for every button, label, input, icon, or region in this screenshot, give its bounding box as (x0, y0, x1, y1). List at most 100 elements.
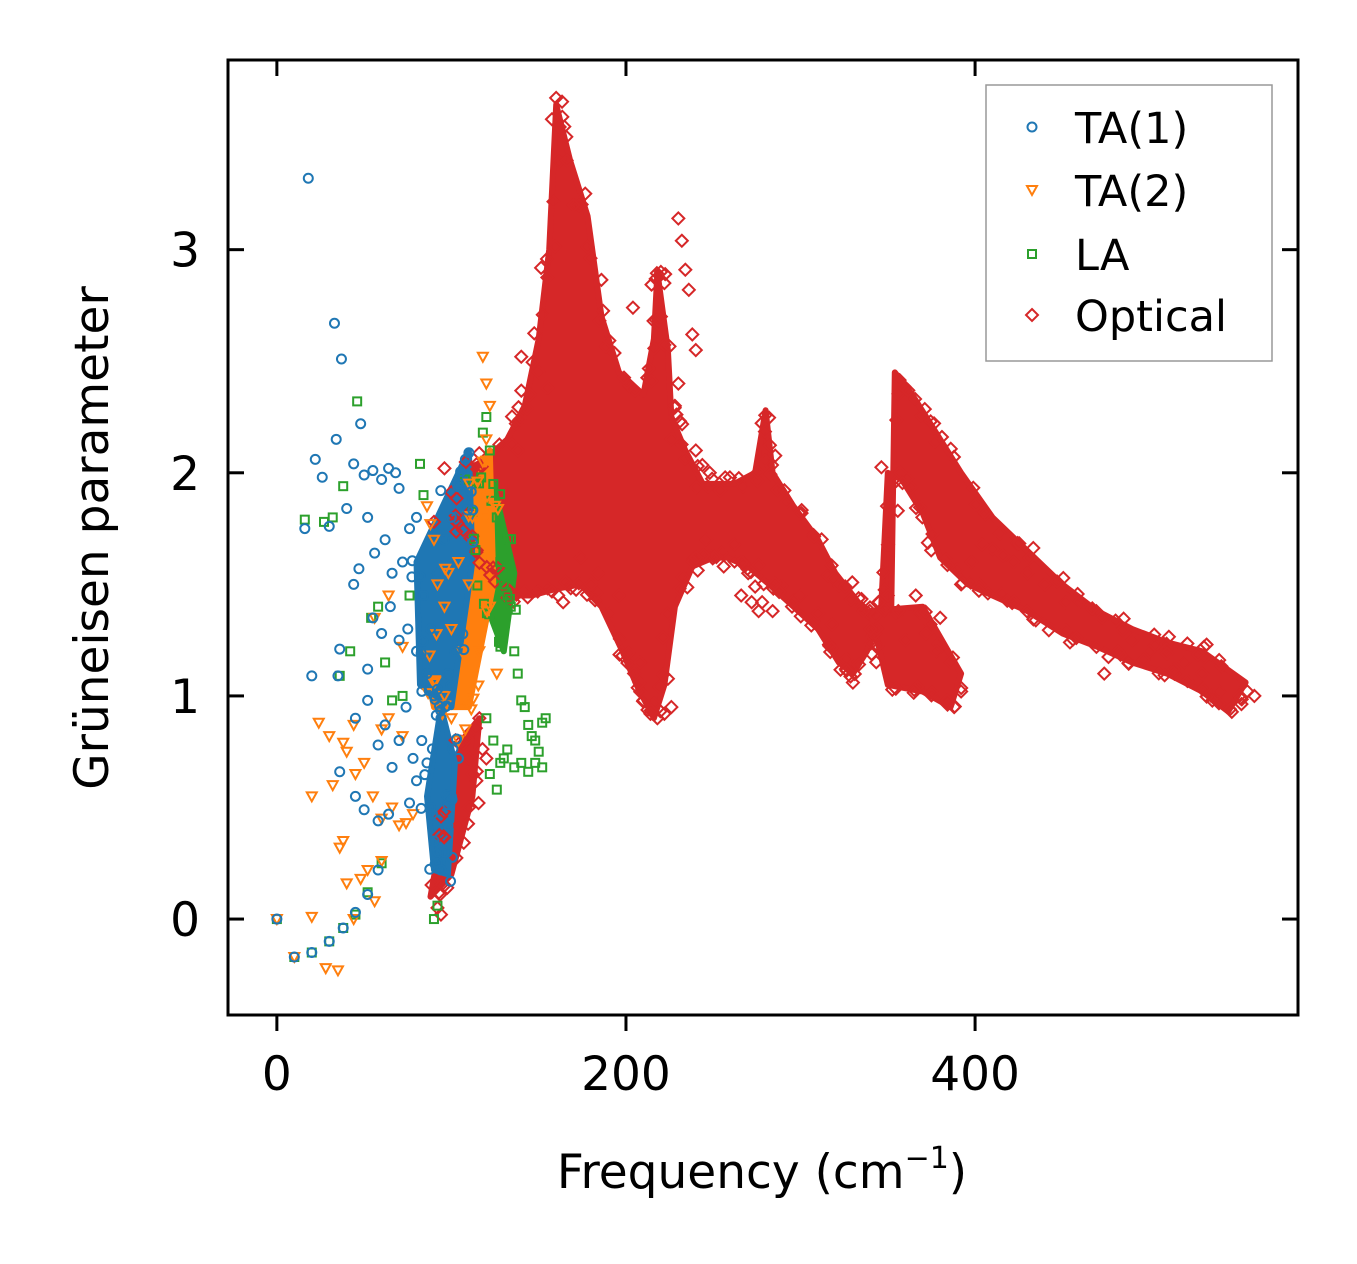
point-optical-0 (548, 90, 564, 106)
point-optical-edge (914, 509, 930, 525)
point-optical-34 (810, 605, 826, 621)
point-optical-77 (590, 565, 606, 581)
point-la-28 (488, 478, 499, 489)
point-ta-1-61 (445, 511, 457, 523)
point-ta-2-14 (326, 780, 340, 793)
point-la-19 (380, 657, 391, 668)
point-optical-edge (757, 452, 773, 468)
point-optical-edge (695, 547, 711, 563)
legend-marker-ta2 (1025, 185, 1039, 198)
point-ta-1-81 (404, 797, 416, 809)
point-optical-81 (642, 706, 658, 722)
legend-label-optical: Optical (1075, 292, 1227, 342)
point-optical-edge (873, 459, 889, 475)
point-optical-edge (1159, 641, 1174, 657)
point-optical-edge (949, 562, 965, 578)
point-ta-1-72 (428, 835, 440, 847)
point-ta-1-39 (393, 634, 405, 646)
point-ta-1-7 (372, 864, 384, 876)
point-ta-1-27 (362, 511, 374, 523)
point-ta-2-2 (305, 911, 319, 924)
point-optical-49 (953, 684, 969, 699)
point-ta-1-edge (432, 846, 444, 858)
point-optical-8 (677, 262, 693, 278)
point-optical-edge (1011, 536, 1027, 551)
point-optical-edge (912, 605, 928, 621)
legend: TA(1) TA(2) LA Optical (985, 84, 1273, 362)
y-tick-label: 0 (170, 893, 200, 948)
point-optical-edge (591, 313, 607, 329)
point-optical-9 (681, 282, 697, 298)
point-ta-2-50 (437, 690, 452, 703)
y-tick-label: 2 (170, 447, 200, 502)
point-optical-93 (437, 878, 452, 893)
point-optical-edge (508, 416, 524, 432)
point-la-44 (481, 713, 492, 724)
point-optical-edge (743, 564, 759, 580)
point-optical-21 (437, 460, 452, 476)
point-optical-68 (1194, 666, 1210, 682)
point-ta-2-20 (322, 731, 336, 744)
point-optical-92 (461, 800, 477, 815)
point-optical-edge (762, 437, 778, 453)
point-ta-1-64 (463, 447, 475, 459)
point-optical-24 (688, 443, 704, 458)
point-optical-edge (547, 239, 563, 254)
point-optical-edge (880, 537, 896, 553)
point-ta-2-8 (360, 864, 375, 878)
point-ta-2-11 (333, 842, 347, 855)
point-optical-1 (552, 119, 568, 135)
point-optical-96 (450, 817, 466, 833)
point-ta-1-35 (362, 663, 374, 675)
point-optical-78 (611, 588, 627, 603)
point-optical-edge (643, 703, 659, 718)
point-optical-edge (1157, 667, 1173, 683)
point-optical-edge (917, 401, 933, 417)
point-ta-2-15 (339, 746, 354, 759)
point-ta-2-26 (399, 818, 413, 831)
point-optical-edge (662, 339, 677, 354)
point-ta-2-48 (476, 351, 490, 364)
point-ta-1-65 (421, 668, 433, 680)
point-optical-edge (1006, 594, 1022, 609)
point-optical-25 (702, 465, 718, 481)
point-optical-edge (900, 383, 916, 398)
point-optical-edge (563, 580, 579, 596)
point-optical-edge (1196, 649, 1212, 665)
point-ta-1-0 (271, 913, 283, 925)
point-ta-1-55 (372, 815, 384, 827)
point-ta-1-49 (393, 735, 405, 747)
point-optical-51 (932, 610, 948, 626)
plot-frame (226, 58, 1300, 1017)
point-la-32 (502, 590, 513, 601)
point-ta-1-5 (349, 906, 361, 918)
point-optical-edge (615, 648, 630, 664)
point-optical-edge (717, 469, 733, 485)
point-ta-2-37 (430, 579, 445, 592)
point-ta-1-43 (332, 670, 344, 682)
point-ta-1-edge (435, 705, 447, 717)
point-ta-1-56 (383, 808, 395, 820)
point-ta-2-36 (427, 534, 441, 547)
point-ta-1-46 (372, 739, 384, 751)
point-ta-2-10 (374, 856, 389, 869)
y-axis-label: Grüneisen parameter (65, 286, 120, 790)
point-optical-62 (1096, 666, 1112, 682)
x-axis-label: Frequency (cm−1) (557, 1141, 967, 1200)
legend-label-la: LA (1075, 231, 1130, 281)
point-optical-28 (733, 554, 749, 570)
point-ta-1-22 (390, 467, 402, 479)
point-ta-2-edge (428, 675, 442, 688)
point-optical-edge (1211, 695, 1227, 711)
point-optical-63 (1110, 643, 1126, 659)
point-optical-66 (1159, 646, 1175, 661)
point-ta-2-16 (348, 769, 363, 782)
point-optical-edge (761, 410, 777, 426)
point-optical-edge (632, 675, 647, 691)
point-optical-edge (791, 505, 807, 521)
point-ta-2-42 (462, 579, 476, 592)
point-ta-1-75 (438, 846, 450, 858)
point-optical-edge (977, 504, 993, 520)
point-optical-edge (868, 608, 884, 624)
point-optical-57 (1006, 554, 1021, 570)
